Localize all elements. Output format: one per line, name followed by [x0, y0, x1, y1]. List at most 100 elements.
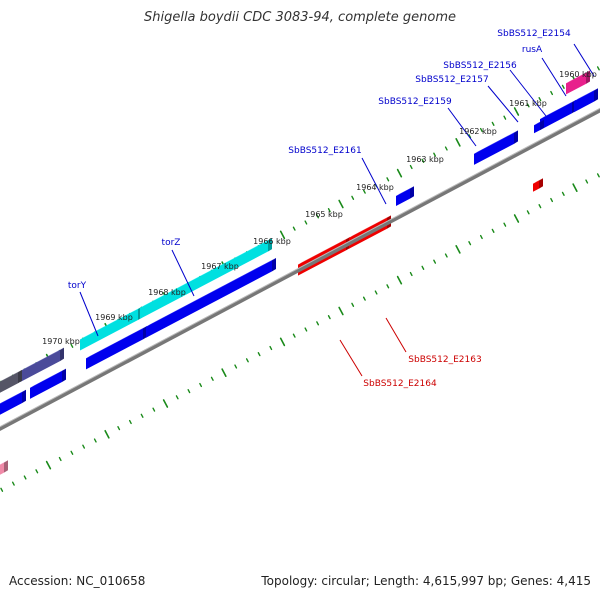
highlight-gene-end	[268, 238, 272, 252]
tick-label: 1963 kbp	[406, 155, 444, 164]
tick-label: 1962 kbp	[459, 127, 497, 136]
outer-track-minor-tick	[70, 343, 74, 348]
pink-gene-top	[566, 70, 590, 84]
forward-gene	[146, 257, 276, 338]
forward-gene-front	[146, 260, 272, 338]
tick-label: 1968 kbp	[148, 288, 186, 297]
reverse-gene-end	[4, 460, 8, 473]
inner-track-minor-tick	[234, 364, 238, 369]
tick-label: 1970 kbp	[42, 337, 80, 346]
inner-track-minor-tick	[550, 197, 554, 203]
tick-label: 1961 kbp	[509, 99, 547, 108]
forward-gene-front	[30, 371, 62, 399]
inner-track-minor-tick	[596, 173, 600, 178]
outer-track-major-tick	[279, 230, 286, 240]
outer-track-minor-tick	[292, 226, 296, 231]
forward-gene-end	[540, 119, 544, 131]
outer-track-major-tick	[396, 168, 403, 178]
inner-track-major-tick	[279, 337, 286, 347]
forward-gene-top	[30, 368, 66, 388]
forward-gene-end	[22, 389, 26, 404]
gene-label: SbBS512_E2156	[443, 61, 517, 71]
gene-leader-line	[509, 69, 547, 117]
inner-track-minor-tick	[128, 419, 132, 425]
forward-gene-front	[534, 122, 540, 134]
inner-track-minor-tick	[292, 333, 296, 338]
inner-track-minor-tick	[175, 395, 179, 400]
forward-gene-front	[396, 188, 410, 207]
inner-track-minor-tick	[187, 389, 191, 394]
highlight-gene-top	[140, 238, 272, 308]
forward-gene-top	[540, 99, 576, 120]
dim-gene-top	[20, 347, 64, 372]
inner-track-minor-tick	[316, 321, 320, 326]
inner-track-minor-tick	[421, 265, 425, 270]
inner-track-minor-tick	[479, 234, 483, 240]
outer-track-major-tick	[338, 199, 344, 209]
forward-gene	[30, 368, 66, 399]
reverse-gene	[533, 178, 543, 192]
inner-track-minor-tick	[70, 450, 74, 455]
inner-track-minor-tick	[11, 481, 15, 486]
dim-gene	[0, 369, 22, 393]
forward-gene-front	[540, 102, 572, 131]
inner-track-minor-tick	[23, 475, 27, 480]
outer-track-minor-tick	[538, 97, 542, 102]
gene-label: torZ	[162, 238, 181, 248]
forward-gene-top	[396, 186, 414, 197]
inner-track-minor-tick	[304, 327, 308, 332]
gene-leader-line	[487, 85, 519, 123]
outer-track-minor-tick	[362, 189, 366, 194]
genome-backbone	[0, 107, 600, 431]
pink-gene	[566, 70, 590, 95]
forward-gene-front	[474, 132, 514, 165]
gene-label: SbBS512_E2154	[497, 29, 571, 39]
inner-track-minor-tick	[503, 222, 507, 227]
tick-label: 1966 kbp	[253, 237, 291, 246]
forward-gene-end	[410, 186, 414, 199]
outer-track-minor-tick	[351, 195, 355, 200]
tick-label: 1965 kbp	[305, 210, 343, 219]
gene-leader-line	[573, 43, 595, 77]
outer-track-minor-tick	[421, 158, 425, 163]
outer-track-minor-tick	[491, 121, 495, 126]
forward-gene-top	[0, 389, 26, 404]
outer-track-minor-tick	[479, 127, 483, 133]
gene-leader-line	[361, 157, 387, 205]
pink-gene-front	[566, 72, 586, 95]
inner-track-major-tick	[455, 244, 461, 254]
inner-track-major-tick	[162, 399, 169, 408]
forward-gene-end	[594, 88, 598, 102]
outer-track-minor-tick	[409, 164, 413, 170]
reverse-gene-top	[0, 460, 8, 465]
reverse-gene-front	[533, 180, 539, 192]
label-leader-lines	[79, 43, 595, 377]
forward-gene	[534, 119, 544, 134]
inner-track-minor-tick	[93, 438, 97, 443]
inner-track-minor-tick	[444, 253, 448, 258]
gene-label: SbBS512_E2163	[408, 355, 481, 365]
accession-text: Accession: NC_010658	[9, 574, 146, 588]
forward-gene-top	[474, 130, 518, 154]
inner-track-minor-tick	[409, 271, 413, 277]
inner-track-major-tick	[45, 460, 52, 470]
genome-summary-text: Topology: circular; Length: 4,615,997 bp…	[261, 574, 591, 588]
outer-track-minor-tick	[468, 134, 472, 139]
forward-gene-top	[146, 257, 276, 327]
gene-label: SbBS512_E2161	[288, 146, 361, 156]
inner-track-minor-tick	[468, 241, 472, 246]
dim-gene-front	[0, 372, 18, 393]
gene-leader-line	[339, 339, 363, 377]
inner-track-minor-tick	[386, 284, 390, 289]
inner-track-minor-tick	[433, 259, 437, 264]
inner-track-minor-tick	[362, 296, 366, 301]
outer-track-minor-tick	[386, 177, 390, 182]
inner-track-major-tick	[221, 368, 227, 377]
inner-track-major-tick	[396, 275, 403, 285]
forward-gene-end	[514, 130, 518, 144]
dim-gene-end	[18, 369, 22, 384]
tick-label: 1964 kbp	[356, 183, 394, 192]
inner-track-minor-tick	[561, 191, 565, 196]
forward-gene-end	[62, 368, 66, 383]
forward-gene-front	[574, 90, 594, 113]
